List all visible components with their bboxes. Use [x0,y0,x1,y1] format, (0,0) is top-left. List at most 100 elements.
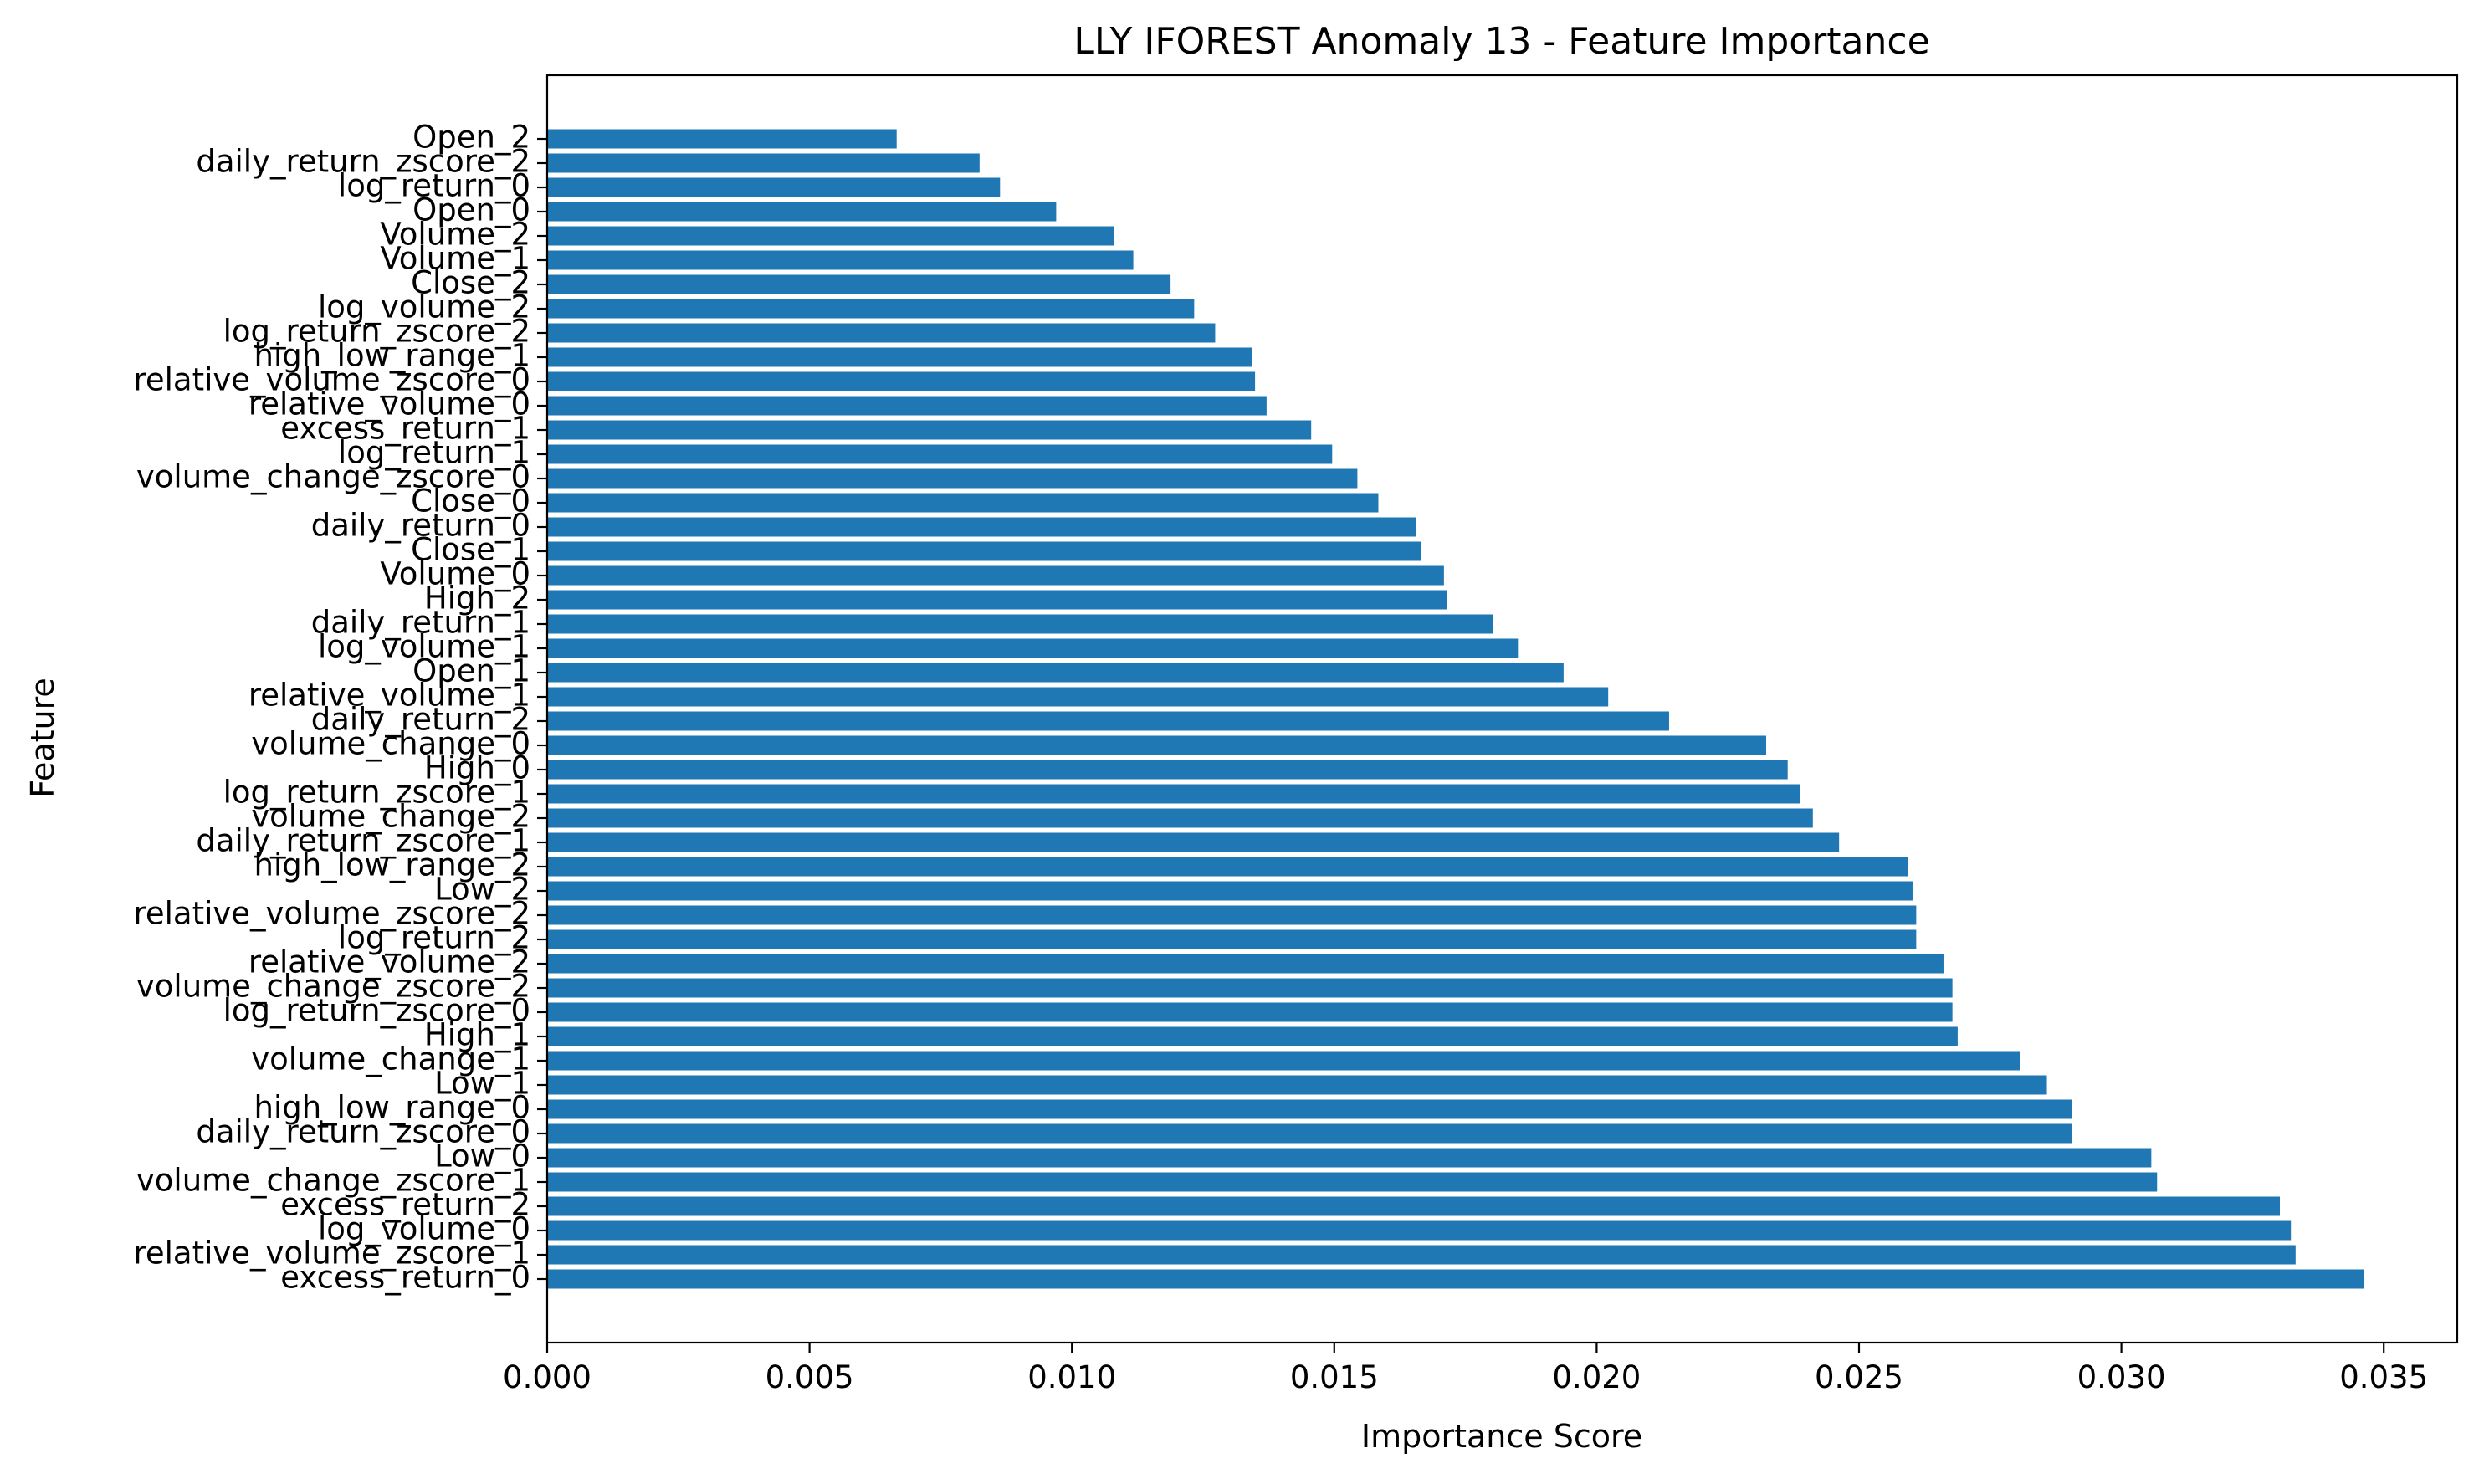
y-tick-label: log_return_zscore_0 [223,993,530,1029]
y-tick-label: log_volume_0 [318,1211,530,1247]
bar-relative-volume-2 [547,954,1944,974]
bar-relative-volume-zscore-1 [547,1245,2296,1265]
x-tick-label: 0.025 [1815,1359,1903,1395]
y-tick-label: High_0 [424,750,530,786]
y-axis-ticks: excess_return_0relative_volume_zscore_1l… [133,120,547,1296]
bar-excess-return-0 [547,1269,2364,1289]
y-tick-label: log_return_0 [338,168,530,204]
bar-relative-volume-zscore-0 [547,371,1256,391]
y-tick-label: relative_volume_2 [248,944,530,980]
y-tick-label: log_return_zscore_1 [223,775,530,811]
bar-close-1 [547,541,1421,561]
y-tick-label: daily_return_zscore_2 [196,144,530,180]
y-tick-label: Volume_0 [380,556,530,592]
bar-daily-return-zscore-1 [547,832,1840,852]
bar-volume-0 [547,565,1444,586]
y-tick-label: Low_0 [434,1139,530,1174]
bar-volume-change-zscore-2 [547,978,1953,998]
bar-daily-return-0 [547,517,1416,537]
bar-low-1 [547,1075,2047,1095]
y-tick-label: high_low_range_2 [254,847,530,883]
bar-high-low-range-2 [547,857,1908,877]
y-tick-label: Open_1 [412,653,530,689]
bar-high-low-range-0 [547,1099,2072,1119]
y-tick-label: volume_change_0 [251,726,530,762]
y-tick-label: excess_return_1 [280,411,530,447]
bar-open-0 [547,202,1057,222]
bar-daily-return-zscore-2 [547,153,980,173]
bar-volume-change-1 [547,1051,2020,1071]
x-tick-label: 0.000 [503,1359,592,1395]
x-tick-label: 0.020 [1552,1359,1641,1395]
y-axis-label: Feature [24,678,61,798]
y-tick-label: Close_1 [411,532,530,568]
y-tick-label: volume_change_zscore_1 [136,1163,530,1199]
y-tick-label: volume_change_1 [251,1041,530,1077]
y-tick-label: high_low_range_1 [254,338,530,374]
bar-log-volume-1 [547,638,1519,658]
bar-volume-change-zscore-0 [547,468,1358,489]
y-tick-label: relative_volume_1 [248,678,530,714]
bars-layer [547,129,2364,1289]
y-tick-label: volume_change_zscore_0 [136,459,530,495]
y-tick-label: volume_change_zscore_2 [136,969,530,1005]
bar-close-2 [547,274,1171,294]
bar-low-2 [547,881,1913,901]
plot-frame [545,74,2459,1344]
bar-log-volume-0 [547,1220,2292,1241]
y-tick-label: daily_return_zscore_0 [196,1114,530,1150]
y-tick-label: excess_return_0 [280,1260,530,1296]
bar-excess-return-2 [547,1196,2281,1216]
bar-high-2 [547,590,1447,610]
bar-daily-return-2 [547,711,1669,731]
bar-volume-2 [547,226,1115,246]
y-tick-label: Open_0 [412,192,530,228]
bar-volume-change-zscore-1 [547,1172,2158,1192]
y-tick-label: relative_volume_zscore_0 [133,362,530,398]
bar-volume-change-0 [547,735,1766,755]
y-tick-label: log_volume_1 [318,629,530,665]
bar-log-return-2 [547,929,1917,949]
bar-open-2 [547,129,897,149]
y-tick-label: High_1 [424,1017,530,1053]
bar-high-0 [547,760,1788,780]
bar-volume-change-2 [547,808,1813,828]
bar-log-return-zscore-1 [547,784,1800,804]
bar-relative-volume-1 [547,687,1609,707]
y-tick-label: volume_change_2 [251,799,530,835]
y-tick-label: relative_volume_zscore_2 [133,896,530,932]
y-tick-label: High_2 [424,581,530,617]
y-tick-label: Close_2 [411,265,530,301]
y-tick-label: daily_return_1 [311,605,530,641]
bar-high-1 [547,1026,1958,1046]
y-tick-label: Volume_1 [380,241,530,277]
y-tick-label: Low_1 [434,1066,530,1102]
bar-log-volume-2 [547,299,1195,319]
bar-log-return-1 [547,444,1333,464]
bar-log-return-zscore-0 [547,1002,1953,1022]
bar-high-low-range-1 [547,347,1252,367]
x-tick-label: 0.035 [2339,1359,2428,1395]
y-tick-label: Volume_2 [380,217,530,253]
y-tick-label: log_return_zscore_2 [223,314,530,350]
x-axis-label: Importance Score [1361,1418,1642,1455]
y-tick-label: daily_return_0 [311,508,530,544]
bar-close-0 [547,493,1379,513]
y-tick-label: log_return_1 [338,435,530,471]
bar-open-1 [547,663,1564,683]
y-tick-label: Open_2 [412,120,530,156]
x-tick-label: 0.015 [1290,1359,1379,1395]
y-tick-label: log_volume_2 [318,289,530,325]
x-tick-label: 0.010 [1027,1359,1116,1395]
y-tick-label: log_return_2 [338,920,530,956]
x-axis-ticks: 0.000 0.005 0.010 0.015 0.020 0.025 0.030 0.035 [503,1343,2428,1395]
bar-excess-return-1 [547,420,1312,440]
bar-log-return-zscore-2 [547,323,1216,343]
bar-low-0 [547,1148,2152,1168]
bar-volume-1 [547,250,1134,270]
x-tick-label: 0.005 [766,1359,854,1395]
bar-log-return-0 [547,177,1001,197]
bar-daily-return-1 [547,614,1493,634]
